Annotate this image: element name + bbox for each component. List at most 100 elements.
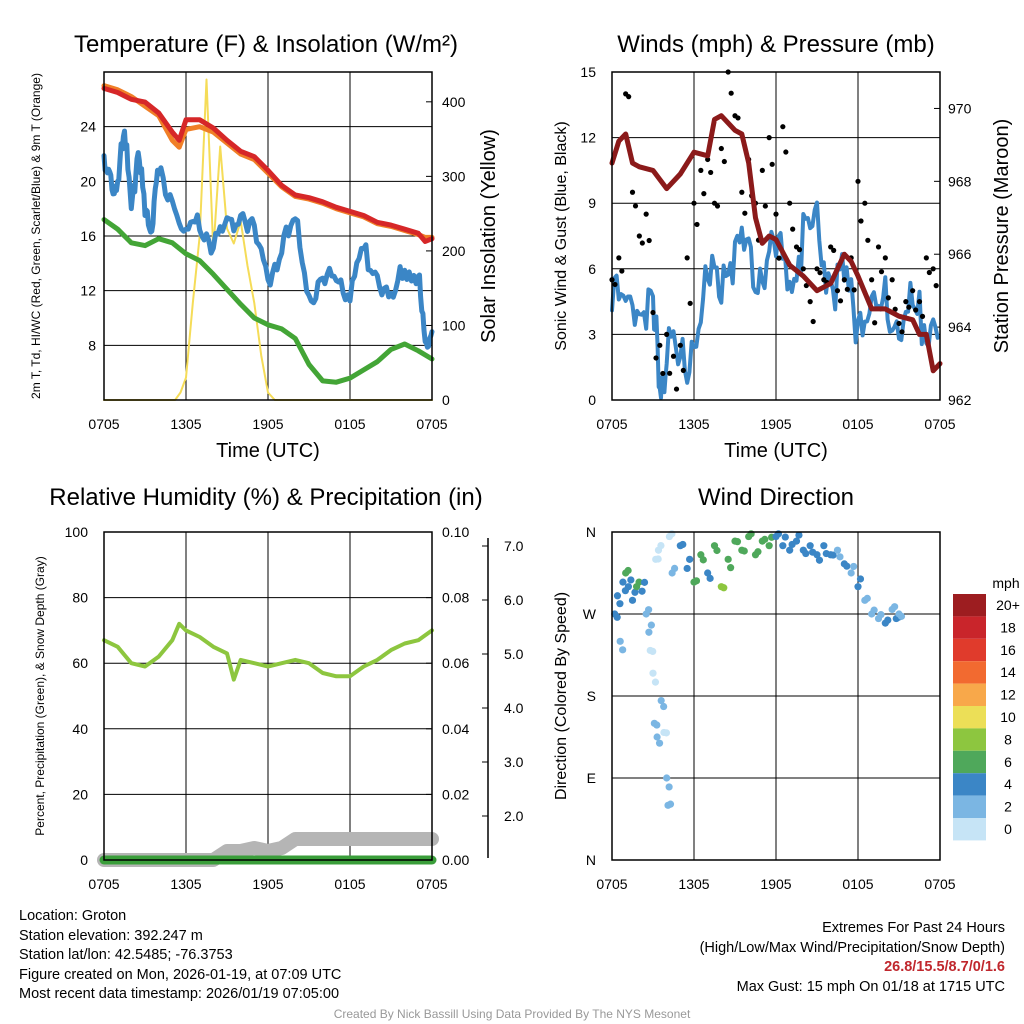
y-tick-label: 0 xyxy=(80,852,88,868)
direction-point xyxy=(877,611,885,619)
gust-point xyxy=(903,299,909,305)
direction-point xyxy=(704,569,712,577)
direction-point xyxy=(657,696,665,705)
direction-point xyxy=(786,546,794,554)
figure-created: Figure created on Mon, 2026-01-19, at 07… xyxy=(19,966,342,983)
direction-point xyxy=(662,729,670,737)
gust-point xyxy=(882,255,888,261)
gust-point xyxy=(776,255,782,261)
x-tick-label: 1905 xyxy=(252,876,283,892)
extremes-subtitle: (High/Low/Max Wind/Precipitation/Snow De… xyxy=(699,939,1005,956)
x-tick-label: 0705 xyxy=(596,416,627,432)
gust-point xyxy=(664,331,670,337)
direction-point xyxy=(802,549,810,558)
y3-tick-label: 6.0 xyxy=(504,592,524,608)
max-gust: Max Gust: 15 mph On 01/18 at 1715 UTC xyxy=(736,978,1005,995)
x-tick-label: 0705 xyxy=(88,876,119,892)
gust-point xyxy=(810,318,816,325)
gust-point xyxy=(831,247,837,253)
y-tick-label: 3 xyxy=(588,326,596,342)
direction-point xyxy=(670,564,679,572)
y3-tick-label: 7.0 xyxy=(504,538,524,554)
direction-point xyxy=(854,583,862,591)
direction-point xyxy=(654,555,662,563)
direction-point xyxy=(649,669,657,677)
gust-point xyxy=(718,145,724,152)
gust-point xyxy=(923,255,929,261)
legend-swatch xyxy=(953,795,986,818)
gust-point xyxy=(708,169,714,176)
chart-title: Winds (mph) & Pressure (mb) xyxy=(617,31,934,58)
gust-point xyxy=(851,287,857,293)
gust-point xyxy=(817,270,823,276)
gust-point xyxy=(701,191,707,197)
extremes-panel: Extremes For Past 24 Hours (High/Low/Max… xyxy=(700,919,1005,997)
direction-point xyxy=(640,578,649,586)
gust-point xyxy=(896,320,902,327)
chart-title: Wind Direction xyxy=(698,484,854,511)
y-tick-label: 80 xyxy=(72,590,88,606)
gust-point xyxy=(680,367,686,373)
gust-point xyxy=(790,226,796,232)
y3-tick-label: 5.0 xyxy=(504,646,524,662)
legend-label: 6 xyxy=(1004,754,1012,770)
legend-label: 12 xyxy=(1000,687,1016,703)
direction-point xyxy=(619,646,627,654)
direction-point xyxy=(761,535,769,543)
recent-timestamp: Most recent data timestamp: 2026/01/19 0… xyxy=(19,986,340,1002)
gust-point xyxy=(844,286,850,292)
plot-border xyxy=(611,531,941,861)
extremes-values: 26.8/15.5/8.7/0/1.6 xyxy=(884,959,1005,975)
legend-swatch xyxy=(953,706,986,729)
direction-point xyxy=(699,556,707,564)
y-tick-label: 60 xyxy=(72,655,88,671)
x-tick-label: 0705 xyxy=(596,876,627,892)
y-tick-label: E xyxy=(587,770,596,786)
y-tick-label: 8 xyxy=(88,337,96,353)
legend-swatch xyxy=(953,773,986,796)
legend-swatch xyxy=(953,638,986,662)
gust-point xyxy=(885,295,891,301)
legend-label: 10 xyxy=(1000,709,1016,725)
y2-tick-label: 966 xyxy=(948,246,972,262)
direction-point xyxy=(779,542,787,550)
direction-point xyxy=(815,556,824,564)
direction-point xyxy=(649,647,657,656)
gust-point xyxy=(862,200,868,206)
gust-point xyxy=(930,266,936,272)
gust-point xyxy=(906,304,912,310)
gust-point xyxy=(878,269,885,275)
y2-tick-label: 0.04 xyxy=(442,721,469,737)
direction-point xyxy=(631,588,639,596)
legend-label: 8 xyxy=(1004,731,1012,747)
direction-point xyxy=(727,564,735,572)
gust-point xyxy=(889,277,895,283)
y3-tick-label: 2.0 xyxy=(504,808,524,824)
direction-point xyxy=(613,592,622,600)
gust-point xyxy=(739,189,745,195)
direction-point xyxy=(724,555,732,563)
direction-point xyxy=(635,578,643,586)
legend-swatch xyxy=(953,683,986,706)
direction-point xyxy=(856,575,865,583)
gust-point xyxy=(766,135,772,141)
y2-tick-label: 0.06 xyxy=(442,655,469,671)
gust-point xyxy=(626,94,632,100)
plot-border xyxy=(103,531,433,861)
gust-point xyxy=(714,203,721,209)
gust-point xyxy=(807,299,813,305)
y-tick-label: 40 xyxy=(72,721,88,737)
gust-point xyxy=(687,300,693,306)
station-info: Location: Groton Station elevation: 392.… xyxy=(19,907,341,1005)
gust-point xyxy=(684,255,690,261)
gust-point xyxy=(800,266,806,272)
gust-point xyxy=(643,211,649,217)
gust-point xyxy=(735,115,741,121)
gust-point xyxy=(769,161,775,167)
direction-point xyxy=(706,574,714,582)
y2-tick-label: 200 xyxy=(442,243,466,259)
y-axis-label: Sonic Wind & Gust (Blue, Black) xyxy=(553,121,570,350)
gust-point xyxy=(632,203,639,209)
gust-point xyxy=(926,269,932,276)
x-tick-label: 1305 xyxy=(678,876,709,892)
